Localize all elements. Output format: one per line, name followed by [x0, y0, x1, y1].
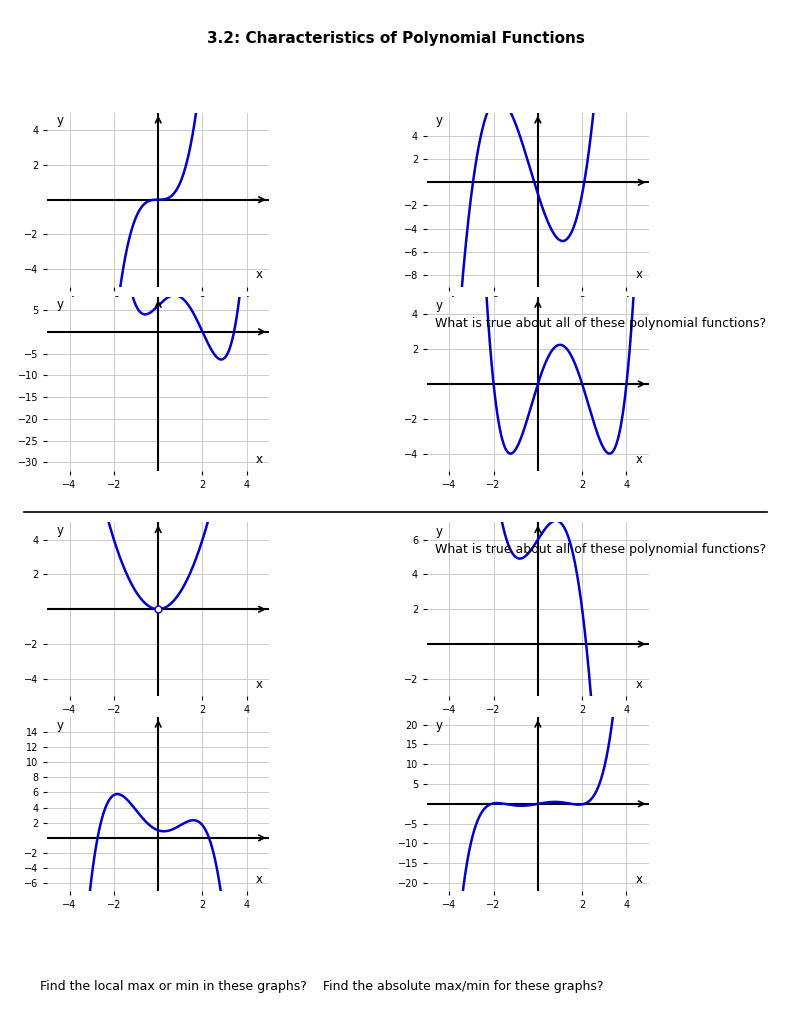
- Text: y: y: [436, 114, 443, 127]
- Text: y: y: [56, 719, 63, 732]
- Text: 3.2: Characteristics of Polynomial Functions: 3.2: Characteristics of Polynomial Funct…: [206, 31, 585, 46]
- Text: y: y: [436, 524, 443, 538]
- Text: x: x: [255, 453, 263, 466]
- Text: x: x: [635, 872, 642, 886]
- Text: x: x: [255, 872, 263, 886]
- Text: y: y: [436, 719, 443, 731]
- Text: What is true about all of these polynomial functions?: What is true about all of these polynomi…: [435, 317, 766, 331]
- Text: x: x: [635, 678, 642, 691]
- Text: x: x: [635, 268, 642, 282]
- Text: x: x: [255, 268, 263, 282]
- Text: x: x: [255, 678, 263, 691]
- Text: y: y: [56, 524, 63, 537]
- Text: y: y: [56, 298, 63, 310]
- Text: Find the local max or min in these graphs?    Find the absolute max/min for thes: Find the local max or min in these graph…: [40, 980, 603, 993]
- Text: y: y: [56, 115, 63, 127]
- Text: What is true about all of these polynomial functions?: What is true about all of these polynomi…: [435, 543, 766, 556]
- Text: y: y: [436, 299, 443, 311]
- Text: x: x: [635, 453, 642, 466]
